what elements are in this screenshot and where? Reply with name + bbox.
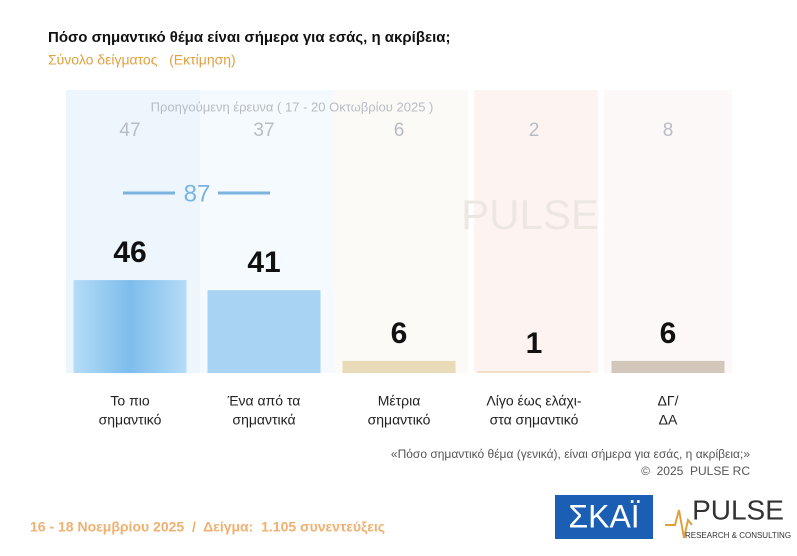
previous-value: 47 [119, 120, 140, 141]
previous-value: 37 [253, 120, 274, 141]
chart-title: Πόσο σημαντικό θέμα είναι σήμερα για εσά… [48, 29, 450, 46]
top2-total: 87 [184, 180, 211, 207]
copyright: © 2025 PULSE RC [641, 464, 750, 478]
bar [73, 280, 187, 373]
previous-value: 6 [394, 120, 405, 141]
value-label: 41 [247, 246, 280, 279]
category-label: Μέτρια [378, 393, 421, 409]
bar [342, 360, 456, 373]
watermark: PULSE [461, 191, 599, 238]
note: «Πόσο σημαντικό θέμα (γενικά), είναι σήμ… [391, 447, 750, 461]
chart-subtitle: Σύνολο δείγματος (Εκτίμηση) [48, 52, 236, 68]
bar [207, 290, 321, 373]
category-label: Το πιο [110, 393, 149, 409]
category-label: ΔΑ [659, 412, 678, 428]
bar [611, 360, 725, 373]
category-label: σημαντικό [99, 412, 162, 428]
category-label: σημαντικά [232, 412, 295, 428]
value-label: 6 [391, 317, 408, 350]
category-label: σημαντικό [368, 412, 431, 428]
logo-pulse-sub: RESEARCH & CONSULTING [685, 531, 791, 540]
category-label: Ένα από τα [227, 393, 301, 409]
value-label: 46 [113, 236, 146, 269]
value-label: 6 [660, 317, 677, 350]
footer: 16 - 18 Νοεμβρίου 2025 / Δείγμα: 1.105 σ… [30, 519, 385, 535]
bg-column [334, 90, 468, 373]
logo-pulse-icon [665, 509, 693, 539]
previous-value: 8 [663, 120, 674, 141]
bar [477, 370, 591, 373]
value-label: 1 [526, 327, 543, 360]
previous-label: Προηγούμενη έρευνα ( 17 - 20 Οκτωβρίου 2… [151, 99, 434, 114]
previous-value: 2 [529, 120, 540, 141]
bg-column [474, 90, 598, 373]
bg-column [604, 90, 732, 373]
logo-pulse: PULSE [692, 494, 784, 525]
logo-skai-box [555, 495, 653, 539]
background-columns [66, 90, 732, 373]
category-label: Λίγο έως ελάχι- [486, 393, 582, 409]
category-label: στα σημαντικό [490, 412, 579, 428]
logo-skai: ΣΚΑΪ [568, 498, 639, 534]
category-label: ΔΓ/ [658, 393, 679, 409]
